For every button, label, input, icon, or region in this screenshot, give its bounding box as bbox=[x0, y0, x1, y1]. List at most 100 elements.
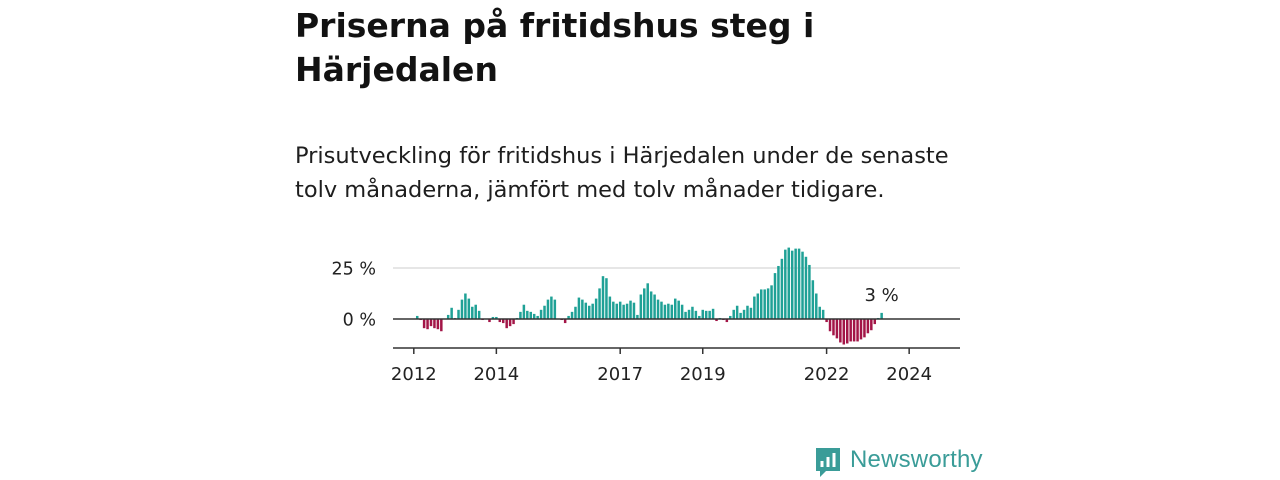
bar bbox=[543, 305, 546, 319]
bar bbox=[704, 310, 708, 319]
y-tick-label: 0 % bbox=[343, 311, 376, 331]
bar bbox=[859, 319, 863, 340]
bar bbox=[856, 319, 859, 342]
bars bbox=[415, 247, 883, 345]
bar bbox=[790, 250, 794, 319]
bar bbox=[460, 299, 464, 319]
bar bbox=[711, 308, 715, 319]
x-tick-label: 2019 bbox=[680, 364, 726, 385]
bar bbox=[842, 319, 846, 345]
bar bbox=[749, 307, 753, 319]
bar bbox=[753, 296, 756, 319]
bar bbox=[691, 306, 694, 319]
bar bbox=[440, 319, 443, 332]
bar bbox=[663, 304, 667, 319]
bar bbox=[457, 309, 460, 319]
bar bbox=[536, 315, 539, 319]
bar bbox=[832, 319, 835, 336]
axes bbox=[393, 318, 960, 354]
bar bbox=[422, 319, 426, 329]
bar bbox=[615, 303, 619, 319]
bar bbox=[845, 319, 849, 344]
bar bbox=[608, 296, 612, 319]
bar bbox=[577, 297, 581, 319]
bar bbox=[587, 305, 591, 319]
x-tick-label: 2024 bbox=[886, 364, 932, 385]
bar bbox=[550, 296, 553, 319]
x-tick-label: 2014 bbox=[473, 364, 519, 385]
bar bbox=[759, 289, 763, 319]
bar bbox=[777, 265, 780, 319]
bar bbox=[450, 307, 453, 319]
bar bbox=[426, 319, 429, 330]
bar bbox=[612, 301, 615, 319]
bar bbox=[701, 309, 705, 319]
bar bbox=[880, 312, 883, 319]
x-tick-label: 2017 bbox=[597, 364, 643, 385]
bar bbox=[598, 288, 601, 319]
bar bbox=[698, 315, 701, 319]
bar bbox=[794, 248, 797, 319]
bar bbox=[725, 319, 729, 323]
bar bbox=[574, 306, 577, 319]
bar bbox=[808, 264, 811, 319]
bar bbox=[694, 310, 698, 319]
bar bbox=[756, 293, 760, 319]
bar bbox=[673, 298, 677, 319]
bar bbox=[873, 319, 877, 325]
bar bbox=[446, 314, 450, 319]
bar bbox=[594, 298, 598, 319]
bar bbox=[852, 319, 856, 342]
bar bbox=[763, 289, 766, 319]
bar bbox=[677, 300, 680, 319]
bar bbox=[680, 304, 684, 319]
bar bbox=[553, 299, 557, 319]
newsworthy-chart-icon bbox=[816, 448, 840, 477]
bar bbox=[467, 298, 471, 319]
bar bbox=[539, 309, 543, 319]
bar bbox=[415, 315, 419, 319]
bar bbox=[739, 312, 742, 319]
y-tick-label: 25 % bbox=[332, 260, 376, 280]
bar bbox=[474, 304, 477, 319]
bar bbox=[567, 315, 570, 319]
bar bbox=[522, 304, 526, 319]
bar bbox=[839, 319, 842, 343]
chart-subtitle: Prisutveckling för fritidshus i Härjedal… bbox=[295, 143, 949, 203]
bar bbox=[622, 304, 625, 319]
chart-title: Priserna på fritidshus steg i Härjedalen bbox=[295, 6, 815, 89]
bar bbox=[828, 319, 832, 332]
bar bbox=[632, 302, 636, 319]
bar bbox=[667, 303, 670, 319]
bar bbox=[870, 319, 873, 331]
bar bbox=[532, 313, 536, 319]
bar bbox=[429, 319, 433, 327]
bar bbox=[618, 301, 622, 319]
bar bbox=[643, 288, 646, 319]
logo-text: Newsworthy bbox=[850, 446, 983, 473]
bar bbox=[866, 319, 870, 334]
bar bbox=[436, 319, 440, 330]
bar bbox=[708, 310, 711, 319]
x-tick-label: 2012 bbox=[391, 364, 437, 385]
bar bbox=[629, 300, 632, 319]
bar bbox=[815, 293, 818, 319]
bar bbox=[780, 258, 784, 319]
bar bbox=[639, 294, 643, 319]
bar bbox=[508, 319, 512, 327]
bar bbox=[584, 302, 588, 319]
bar bbox=[729, 315, 732, 319]
bar bbox=[464, 293, 467, 319]
bar bbox=[591, 303, 594, 319]
labels: 0 % 25 % 2012 2014 2017 2019 2022 2024 3 % bbox=[332, 260, 933, 386]
bar bbox=[811, 280, 815, 319]
bar bbox=[660, 301, 663, 319]
bar bbox=[501, 319, 505, 324]
bar bbox=[797, 248, 801, 319]
newsworthy-logo[interactable]: Newsworthy bbox=[814, 446, 983, 480]
bar bbox=[732, 309, 735, 319]
bar bbox=[636, 314, 639, 319]
x-tick-label: 2022 bbox=[804, 364, 850, 385]
bar bbox=[519, 311, 522, 319]
